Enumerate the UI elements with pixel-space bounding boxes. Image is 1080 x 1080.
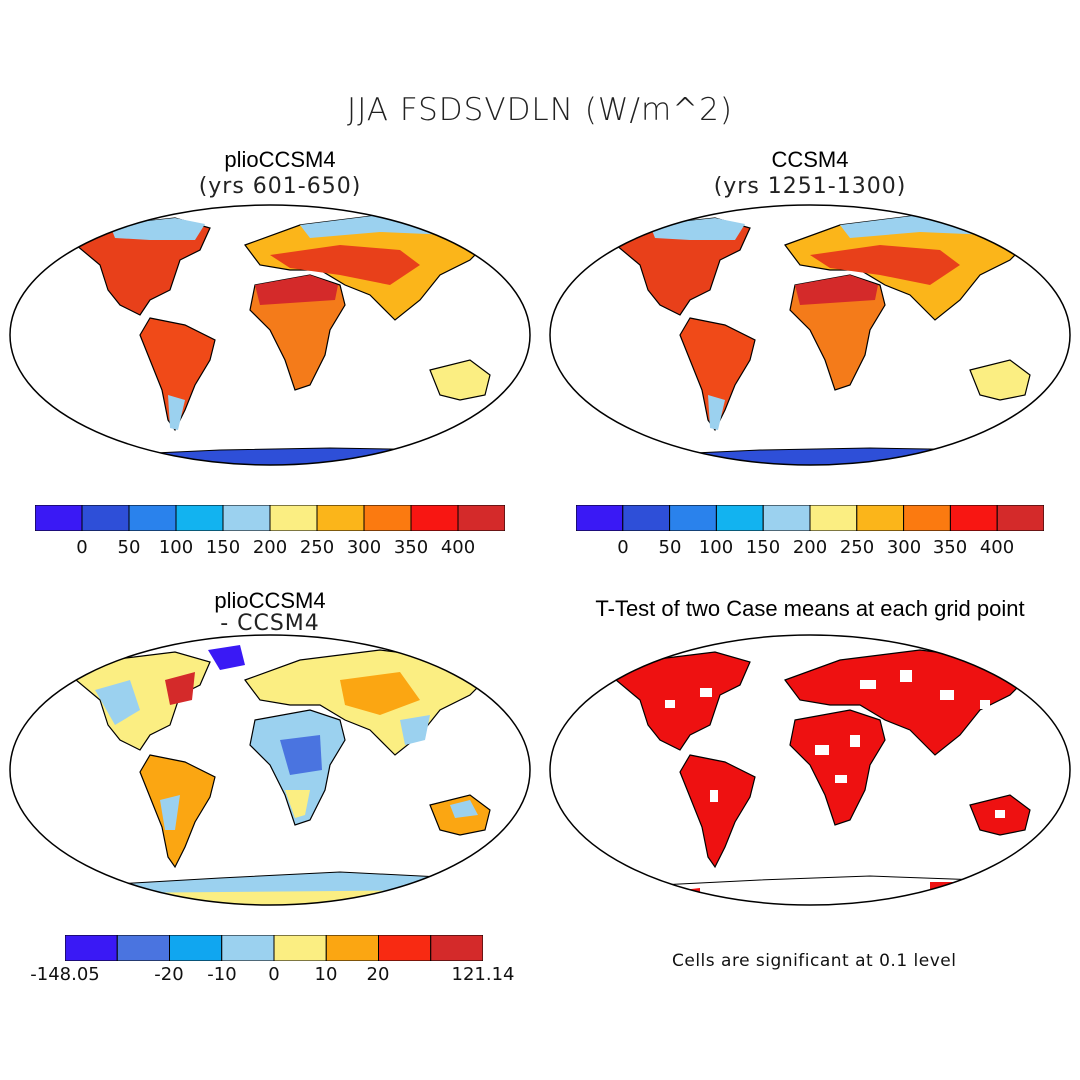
colorbar-tick-label: 0 — [617, 537, 629, 558]
colorbar-tick-label: 121.14 — [451, 964, 515, 985]
panel-4-title: T-Test of two Case means at each grid po… — [595, 596, 1025, 621]
colorbar-tick-label: -10 — [207, 964, 237, 985]
colorbar-tick-label: 100 — [158, 537, 194, 558]
australia-land — [969, 359, 1031, 401]
colorbar-tick-label: 200 — [252, 537, 288, 558]
colorbar-swatch — [949, 505, 998, 531]
colorbar-swatch — [221, 935, 275, 961]
colorbar-swatch — [576, 505, 624, 531]
colorbar-swatch — [669, 505, 717, 531]
colorbar-swatch — [81, 505, 130, 531]
colorbar-tick-label: 250 — [299, 537, 335, 558]
colorbar-swatch — [116, 935, 170, 961]
significance-note: Cells are significant at 0.1 level — [672, 951, 957, 971]
colorbar-tick-label: -20 — [154, 964, 184, 985]
map-panel-3 — [9, 634, 531, 906]
figure-title: JJA FSDSVDLN (W/m^2) — [347, 92, 733, 128]
colorbar-panel-1 — [35, 505, 505, 531]
colorbar-swatch — [996, 505, 1044, 531]
colorbar-swatch — [269, 505, 318, 531]
colorbar-tick-label: 100 — [698, 537, 734, 558]
north-america-land — [68, 651, 211, 751]
colorbar-swatch — [169, 935, 223, 961]
colorbar-panel-2-labels: 0 50 100 150 200 250 300 350 400 — [576, 537, 1044, 561]
colorbar-tick-label: 350 — [932, 537, 968, 558]
colorbar-tick-label: 200 — [792, 537, 828, 558]
colorbar-swatch — [175, 505, 224, 531]
australia-land — [429, 359, 491, 401]
colorbar-tick-label: 300 — [886, 537, 922, 558]
panel-1-title: plioCCSM4 — [224, 147, 336, 172]
colorbar-panel-1-labels: 0 50 100 150 200 250 300 350 400 — [35, 537, 505, 561]
north-america-land — [608, 651, 751, 751]
colorbar-tick-label: 0 — [76, 537, 88, 558]
colorbar-swatch — [457, 505, 505, 531]
colorbar-panel-3-labels: -148.05 -20 -10 0 10 20 121.14 — [30, 964, 514, 988]
colorbar-swatch — [273, 935, 327, 961]
colorbar-tick-label: 300 — [346, 537, 382, 558]
colorbar-tick-label: 150 — [745, 537, 781, 558]
south-america-land — [679, 754, 756, 869]
colorbar-tick-label: 20 — [366, 964, 390, 985]
colorbar-tick-label: 0 — [268, 964, 280, 985]
colorbar-panel-2 — [576, 505, 1044, 531]
africa-land — [789, 709, 886, 826]
colorbar-swatch — [762, 505, 811, 531]
colorbar-tick-label: 250 — [839, 537, 875, 558]
colorbar-tick-label: 350 — [393, 537, 429, 558]
map-panel-4 — [549, 634, 1071, 906]
colorbar-swatch — [809, 505, 858, 531]
panel-3-subtitle: - CCSM4 — [220, 611, 320, 636]
colorbar-swatch — [325, 935, 379, 961]
colorbar-tick-label: -148.05 — [30, 964, 100, 985]
panel-2-subtitle: (yrs 1251-1300) — [713, 174, 907, 199]
colorbar-swatch — [856, 505, 905, 531]
colorbar-tick-label: 400 — [979, 537, 1015, 558]
colorbar-swatch — [430, 935, 483, 961]
colorbar-swatch — [35, 505, 83, 531]
colorbar-panel-3 — [65, 935, 483, 961]
colorbar-swatch — [363, 505, 412, 531]
colorbar-swatch — [316, 505, 365, 531]
colorbar-swatch — [622, 505, 671, 531]
colorbar-swatch — [378, 935, 432, 961]
colorbar-swatch — [715, 505, 764, 531]
colorbar-tick-label: 50 — [658, 537, 682, 558]
colorbar-swatch — [65, 935, 118, 961]
panel-3-title: plioCCSM4 — [214, 588, 326, 613]
colorbar-swatch — [222, 505, 271, 531]
colorbar-tick-label: 50 — [117, 537, 141, 558]
colorbar-tick-label: 150 — [205, 537, 241, 558]
colorbar-tick-label: 10 — [314, 964, 338, 985]
colorbar-swatch — [410, 505, 459, 531]
colorbar-swatch — [128, 505, 177, 531]
map-panel-2 — [549, 204, 1071, 466]
map-panel-1 — [9, 204, 531, 466]
colorbar-swatch — [903, 505, 951, 531]
panel-1-subtitle: (yrs 601-650) — [198, 174, 362, 199]
colorbar-tick-label: 400 — [440, 537, 476, 558]
panel-2-title: CCSM4 — [771, 147, 849, 172]
